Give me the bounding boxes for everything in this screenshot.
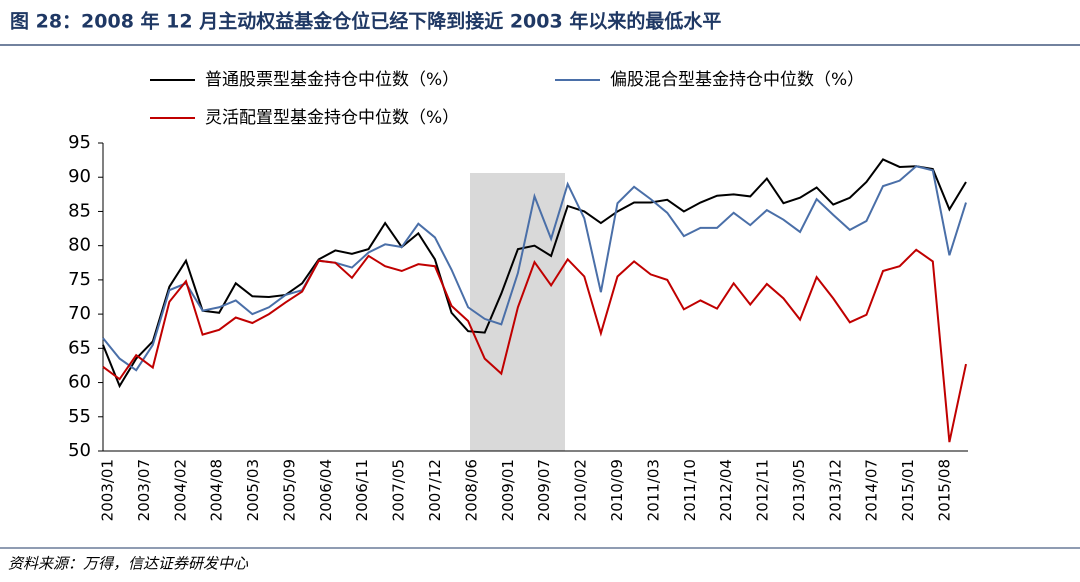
y-tick-label: 90 [68,166,91,187]
x-tick-label: 2004/08 [208,459,226,521]
x-tick-label: 2012/04 [717,459,735,521]
y-tick-label: 50 [68,440,91,461]
y-tick-label: 60 [68,372,91,393]
x-tick-label: 2011/10 [681,459,699,521]
x-tick-label: 2014/07 [863,459,881,521]
x-tick-label: 2012/11 [754,459,772,521]
y-tick-label: 85 [68,200,91,221]
x-tick-label: 2015/01 [899,459,917,521]
x-tick-label: 2009/07 [535,459,553,521]
legend-label: 普通股票型基金持仓中位数（%） [205,70,459,90]
y-tick-label: 75 [68,269,91,290]
x-tick-label: 2006/04 [317,459,335,521]
x-tick-label: 2006/11 [353,459,371,521]
x-tick-label: 2005/03 [244,459,262,521]
series-line [102,158,967,389]
series-line [102,165,967,372]
x-tick-label: 2013/12 [826,459,844,521]
x-tick-label: 2015/08 [936,459,954,521]
x-tick-label: 2011/03 [644,459,662,521]
legend-label: 灵活配置型基金持仓中位数（%） [205,108,459,128]
legend-label: 偏股混合型基金持仓中位数（%） [610,70,864,90]
y-tick-label: 95 [68,132,91,153]
x-tick-label: 2004/02 [171,459,189,521]
x-tick-label: 2005/09 [280,459,298,521]
y-tick-label: 65 [68,337,91,358]
x-tick-label: 2003/01 [99,459,117,521]
x-tick-label: 2010/09 [608,459,626,521]
y-tick-label: 80 [68,235,91,256]
y-tick-label: 70 [68,303,91,324]
x-tick-label: 2009/01 [499,459,517,521]
x-tick-label: 2003/07 [135,459,153,521]
x-tick-label: 2013/05 [790,459,808,521]
source: 资料来源：万得，信达证券研发中心 [8,555,249,573]
y-tick-label: 55 [68,406,91,427]
x-tick-label: 2007/12 [426,459,444,521]
x-tick-label: 2007/05 [390,459,408,521]
x-tick-label: 2008/06 [462,459,480,521]
series-line [102,248,967,443]
x-tick-label: 2010/02 [572,459,590,521]
chart-title: 图 28：2008 年 12 月主动权益基金仓位已经下降到接近 2003 年以来… [10,10,721,33]
